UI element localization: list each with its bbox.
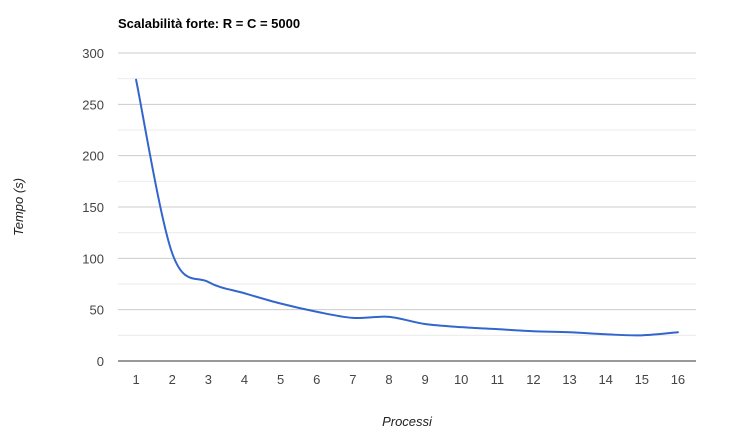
x-tick-label: 9 (421, 372, 428, 387)
series-line-0 (135, 78, 679, 337)
x-tick-label: 5 (277, 372, 284, 387)
y-tick-label: 0 (97, 354, 104, 369)
x-tick-label: 13 (562, 372, 576, 387)
y-tick-labels: 0 50 100 150 200 250 300 (82, 46, 104, 369)
x-tick-label: 4 (241, 372, 248, 387)
x-tick-label: 1 (132, 372, 139, 387)
series-layer (135, 78, 679, 337)
y-tick-label: 100 (82, 251, 104, 266)
y-tick-label: 200 (82, 149, 104, 164)
x-tick-label: 2 (169, 372, 176, 387)
x-tick-label: 8 (385, 372, 392, 387)
x-tick-label: 12 (526, 372, 540, 387)
y-tick-label: 50 (90, 303, 104, 318)
y-tick-label: 150 (82, 200, 104, 215)
chart-title: Scalabilità forte: R = C = 5000 (118, 16, 300, 31)
x-tick-label: 10 (454, 372, 468, 387)
x-tick-labels: 1 2 3 4 5 6 7 8 9 10 11 12 13 14 15 16 (132, 372, 685, 387)
x-tick-label: 16 (671, 372, 685, 387)
y-tick-label: 250 (82, 97, 104, 112)
x-tick-label: 3 (205, 372, 212, 387)
y-tick-label: 300 (82, 46, 104, 61)
x-axis-title: Processi (382, 414, 433, 429)
grid (118, 52, 696, 336)
x-tick-label: 7 (349, 372, 356, 387)
x-tick-label: 11 (491, 372, 505, 387)
x-tick-label: 14 (598, 372, 612, 387)
y-axis-title: Tempo (s) (11, 178, 26, 236)
x-tick-label: 15 (635, 372, 649, 387)
x-tick-label: 6 (313, 372, 320, 387)
